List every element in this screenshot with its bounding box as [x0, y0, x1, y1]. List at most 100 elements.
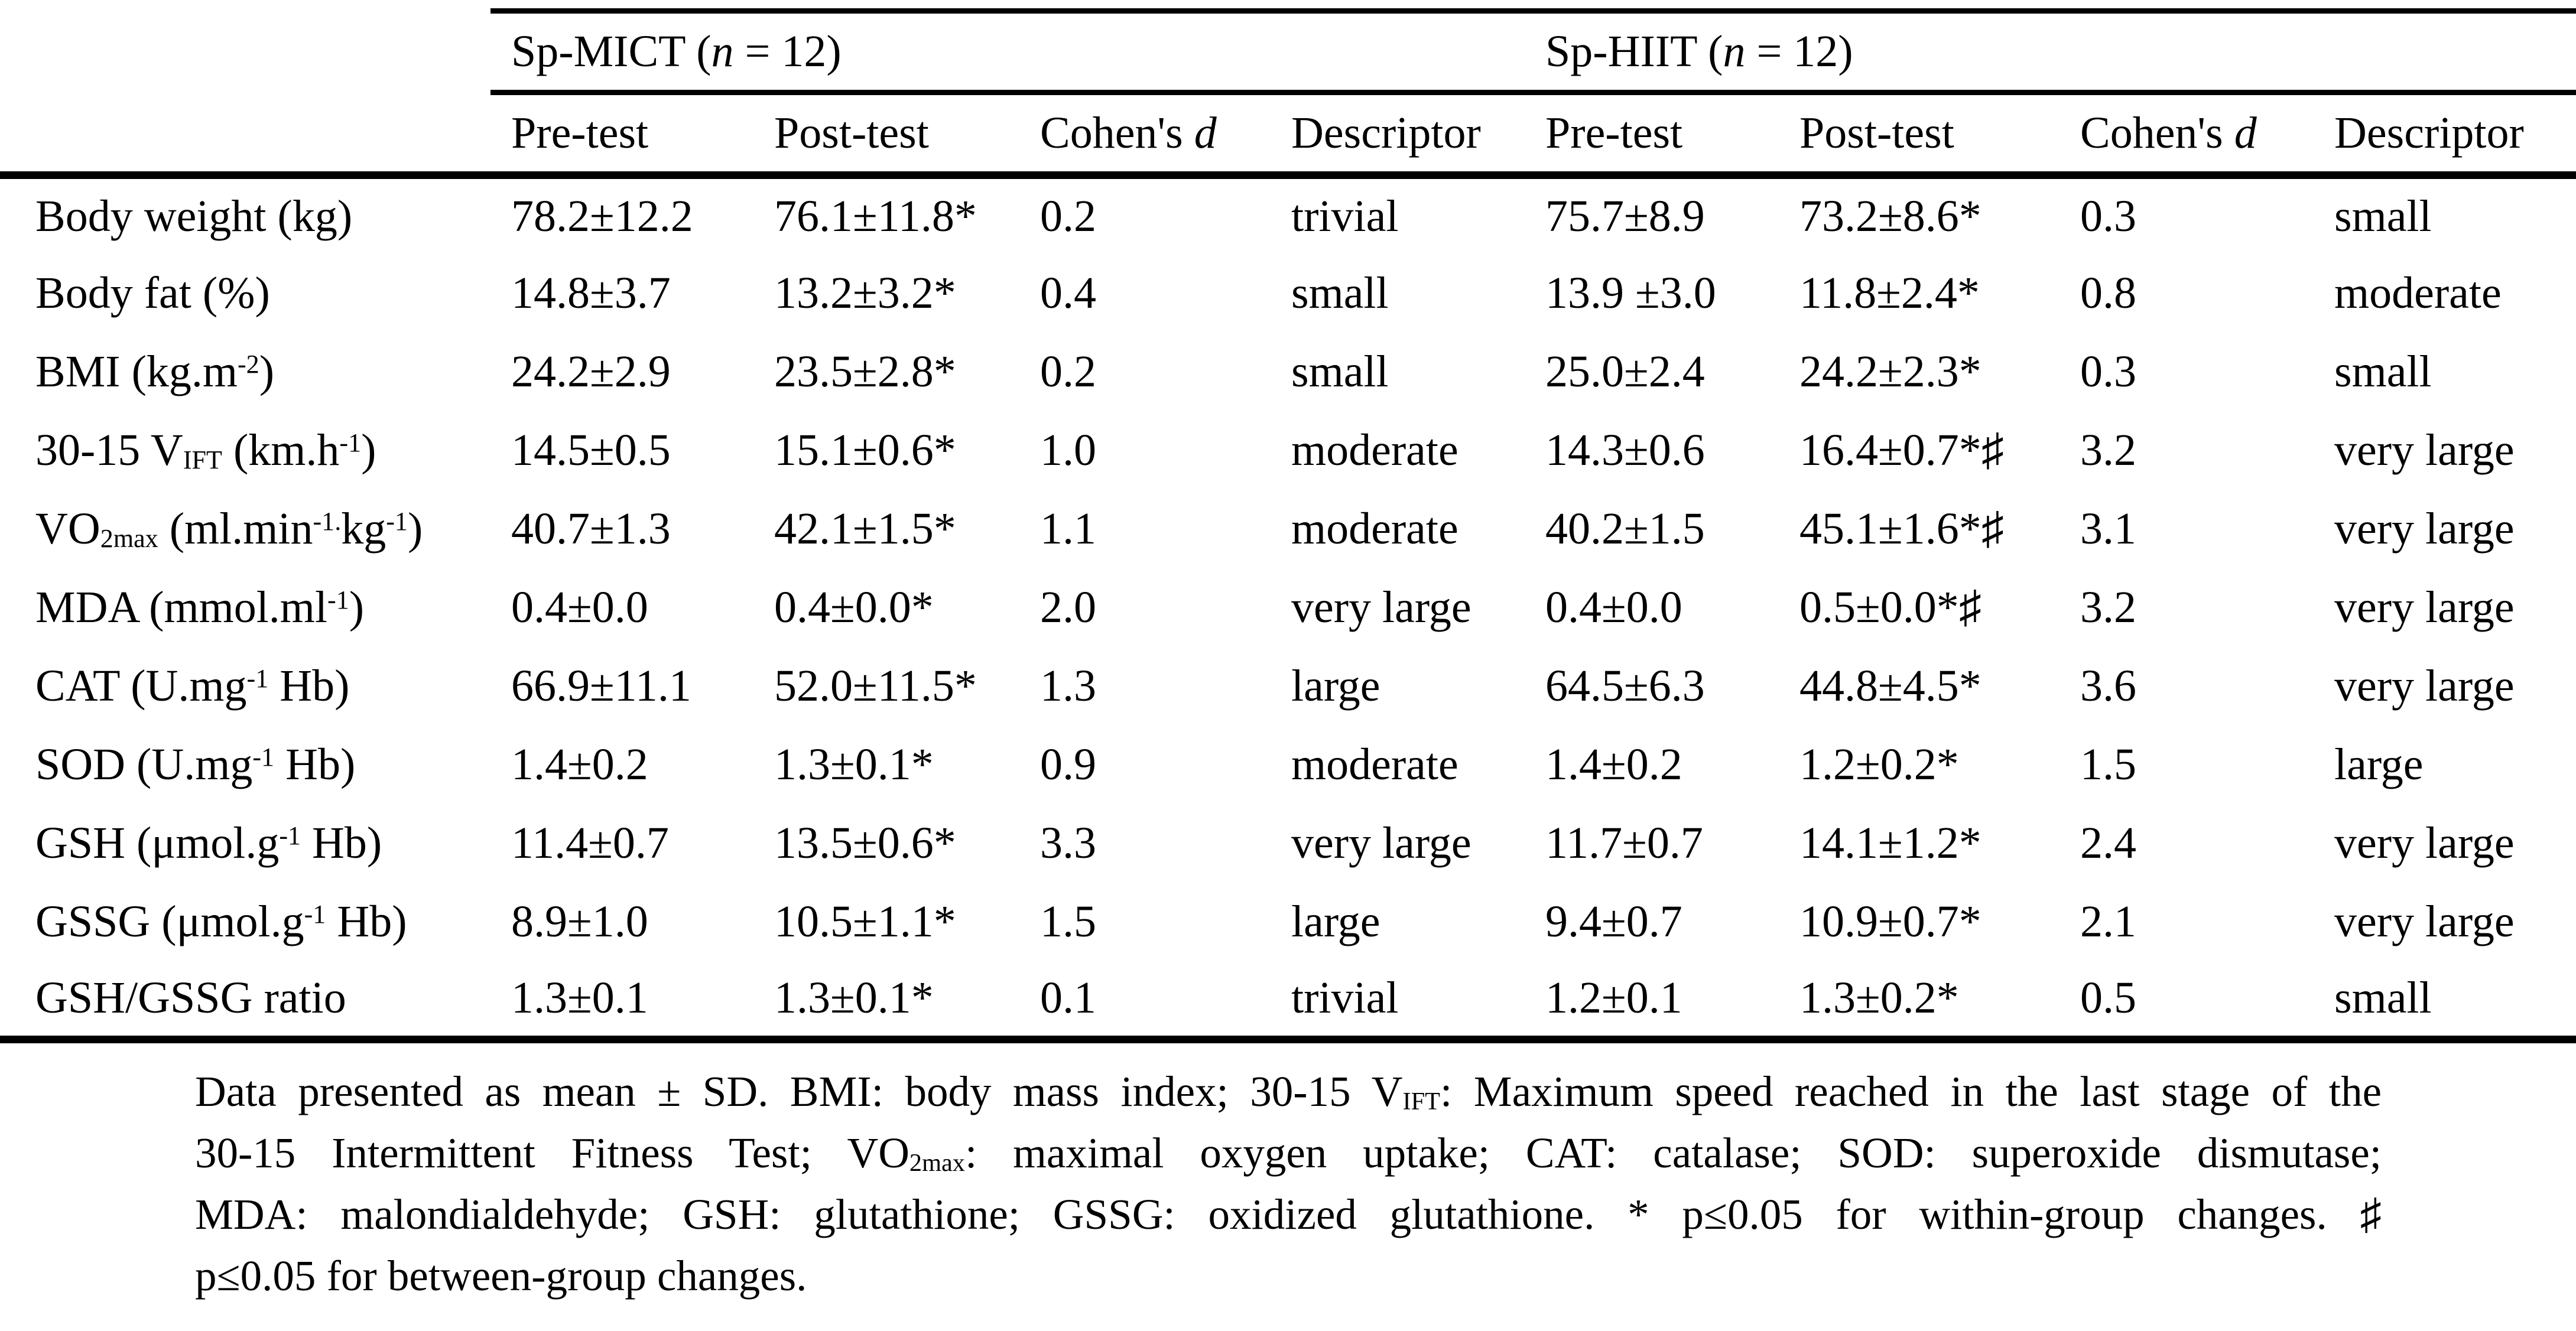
table-cell: 0.5 — [2074, 961, 2328, 1043]
column-header-pretest-mict: Pre-test — [490, 92, 768, 179]
table-cell: moderate — [1291, 503, 1458, 554]
table-cell: large — [1291, 660, 1380, 711]
table-cell: very large — [2334, 896, 2515, 946]
table-cell: 10.9±0.7* — [1799, 896, 1981, 946]
table-cell: small — [1291, 268, 1389, 318]
table-cell: small — [2334, 191, 2432, 241]
table-cell: 23.5±2.8* — [774, 346, 956, 396]
table-cell: 3.2 — [2080, 582, 2136, 632]
table-cell: 1.4±0.2 — [1545, 739, 1682, 789]
table-cell: 1.3±0.1 — [490, 961, 768, 1043]
table-cell: very large — [2334, 425, 2515, 475]
table-cell: 25.0±2.4 — [1545, 346, 1705, 396]
table-cell: 11.7±0.7 — [1545, 818, 1703, 868]
table-cell: 0.2 — [1040, 346, 1096, 396]
table-cell: very large — [2334, 582, 2515, 632]
table-cell: 40.2±1.5 — [1545, 503, 1705, 554]
row-label: GSSG (μmol.g-1 Hb) — [35, 896, 407, 946]
table-cell: 2.4 — [2080, 818, 2136, 868]
results-table: Sp-MICT (n = 12) Sp-HIIT (n = 12) Pre-te… — [0, 8, 2576, 1043]
table-cell: 76.1±11.8* — [774, 191, 977, 241]
table-cell: 13.5±0.6* — [774, 818, 956, 868]
table-cell: 3.3 — [1040, 818, 1096, 868]
row-label: GSH/GSSG ratio — [0, 961, 490, 1043]
table-cell: 2.0 — [1040, 582, 1096, 632]
table-row: SOD (U.mg-1 Hb) 1.4±0.2 1.3±0.1* 0.9 mod… — [0, 725, 2576, 804]
table-cell: 10.5±1.1* — [774, 896, 956, 946]
row-label: 30-15 VIFT (km.h-1) — [35, 425, 376, 475]
table-cell: 0.2 — [1040, 191, 1096, 241]
table-cell: 16.4±0.7*♯ — [1799, 425, 2004, 475]
table-cell: 75.7±8.9 — [1545, 191, 1705, 241]
table-row: MDA (mmol.ml-1) 0.4±0.0 0.4±0.0* 2.0 ver… — [0, 568, 2576, 647]
table-cell: 0.5±0.0*♯ — [1799, 582, 1981, 632]
column-header-pretest-hiit: Pre-test — [1539, 92, 1794, 179]
table-cell: 0.1 — [1034, 961, 1285, 1043]
table-cell: 3.2 — [2080, 425, 2136, 475]
table-cell: 73.2±8.6* — [1799, 191, 1981, 241]
row-label: CAT (U.mg-1 Hb) — [35, 660, 350, 711]
table-cell: 0.3 — [2080, 346, 2136, 396]
table-cell: 15.1±0.6* — [774, 425, 956, 475]
table-cell: 11.8±2.4* — [1799, 268, 1980, 318]
table-row: Body fat (%) 14.8±3.7 13.2±3.2* 0.4 smal… — [0, 254, 2576, 333]
table-cell: large — [1291, 896, 1380, 946]
table-cell: 0.9 — [1040, 739, 1096, 789]
row-label: Body weight (kg) — [35, 191, 353, 241]
table-cell: 2.1 — [2080, 896, 2136, 946]
table-cell: small — [1291, 346, 1389, 396]
table-cell: 1.3±0.1* — [774, 739, 934, 789]
table-cell: 44.8±4.5* — [1799, 660, 1981, 711]
table-cell: trivial — [1285, 961, 1539, 1043]
table-footnote: Data presented as mean ± SD. BMI: body m… — [195, 1061, 2382, 1307]
row-label: SOD (U.mg-1 Hb) — [35, 739, 356, 789]
table-cell: 13.2±3.2* — [774, 268, 956, 318]
table-cell: very large — [2334, 503, 2515, 554]
table-cell: 42.1±1.5* — [774, 503, 956, 554]
table-cell: very large — [1291, 582, 1471, 632]
table-row: Body weight (kg) 78.2±12.2 76.1±11.8* 0.… — [0, 175, 2576, 254]
table-cell: 0.4±0.0* — [774, 582, 934, 632]
group-header-sp-mict: Sp-MICT (n = 12) — [490, 8, 1539, 95]
table-cell: 1.5 — [2080, 739, 2136, 789]
table-cell: moderate — [1291, 739, 1458, 789]
table-cell: 14.8±3.7 — [511, 268, 671, 318]
table-row: VO2max (ml.min-1.kg-1) 40.7±1.3 42.1±1.5… — [0, 490, 2576, 568]
column-header-descriptor-hiit: Descriptor — [2328, 92, 2576, 179]
table-cell: small — [2334, 346, 2432, 396]
table-cell: 0.4 — [1040, 268, 1096, 318]
table-row: BMI (kg.m-2) 24.2±2.9 23.5±2.8* 0.2 smal… — [0, 333, 2576, 411]
table-cell: 1.3±0.1* — [768, 961, 1034, 1043]
table-cell: large — [2334, 739, 2424, 789]
table-cell: small — [2328, 961, 2576, 1043]
table-cell: moderate — [1291, 425, 1458, 475]
table-cell: 14.1±1.2* — [1799, 818, 1981, 868]
table-cell: very large — [2334, 818, 2515, 868]
table-cell: 24.2±2.3* — [1799, 346, 1981, 396]
table-cell: 1.5 — [1040, 896, 1096, 946]
column-header-row: Pre-test Post-test Cohen's d Descriptor … — [0, 92, 2576, 179]
table-cell: 14.5±0.5 — [511, 425, 671, 475]
table-cell: 78.2±12.2 — [511, 191, 693, 241]
table-row: CAT (U.mg-1 Hb) 66.9±11.1 52.0±11.5* 1.3… — [0, 647, 2576, 725]
row-label: MDA (mmol.ml-1) — [35, 582, 365, 632]
table-cell: 0.3 — [2080, 191, 2136, 241]
column-header-cohens-d-hiit: Cohen's d — [2074, 92, 2328, 179]
column-header-empty — [0, 92, 490, 179]
table-cell: 66.9±11.1 — [511, 660, 691, 711]
column-header-posttest-hiit: Post-test — [1794, 92, 2074, 179]
row-label: BMI (kg.m-2) — [35, 346, 275, 396]
table-cell: 45.1±1.6*♯ — [1799, 503, 2004, 554]
table-cell: 52.0±11.5* — [774, 660, 977, 711]
footnote-line: p≤0.05 for between-group changes. — [195, 1252, 807, 1300]
table-cell: 64.5±6.3 — [1545, 660, 1705, 711]
footnote-line: Data presented as mean ± SD. BMI: body m… — [195, 1068, 2382, 1116]
table-row: GSH/GSSG ratio 1.3±0.1 1.3±0.1* 0.1 triv… — [0, 961, 2576, 1043]
group-header-sp-hiit: Sp-HIIT (n = 12) — [1539, 8, 2576, 95]
table-row: GSSG (μmol.g-1 Hb) 8.9±1.0 10.5±1.1* 1.5… — [0, 883, 2576, 961]
column-header-descriptor-mict: Descriptor — [1285, 92, 1539, 179]
table-cell: 11.4±0.7 — [511, 818, 669, 868]
table-cell: 40.7±1.3 — [511, 503, 671, 554]
table-cell: 1.2±0.1 — [1539, 961, 1794, 1043]
